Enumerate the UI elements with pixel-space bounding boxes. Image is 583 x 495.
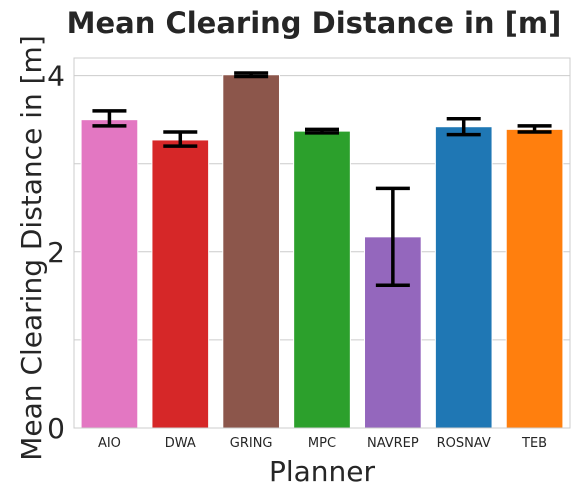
x-tick-label: NAVREP xyxy=(367,436,419,451)
bar-dwa xyxy=(152,140,209,428)
bar-aio xyxy=(81,120,138,428)
y-tick-label: 2 xyxy=(47,236,65,269)
x-tick-label: MPC xyxy=(308,436,336,451)
y-tick-label: 4 xyxy=(47,60,65,93)
bar-teb xyxy=(506,129,563,428)
y-tick-label: 0 xyxy=(47,412,65,445)
chart-title: Mean Clearing Distance in [m] xyxy=(67,6,562,40)
x-axis-label: Planner xyxy=(269,455,376,488)
bar-mpc xyxy=(294,131,351,428)
bar-gring xyxy=(223,75,280,428)
x-tick-label: DWA xyxy=(165,436,196,451)
y-axis-label: Mean Clearing Distance in [m] xyxy=(15,35,48,461)
x-tick-label: GRING xyxy=(230,436,273,451)
x-tick-label: ROSNAV xyxy=(437,436,491,451)
x-tick-label: TEB xyxy=(521,436,547,451)
x-tick-labels: AIO DWA GRING MPC NAVREP ROSNAV TEB xyxy=(98,436,547,451)
bar-rosnav xyxy=(435,127,492,428)
x-tick-label: AIO xyxy=(98,436,121,451)
y-tick-labels: 0 2 4 xyxy=(47,60,65,445)
